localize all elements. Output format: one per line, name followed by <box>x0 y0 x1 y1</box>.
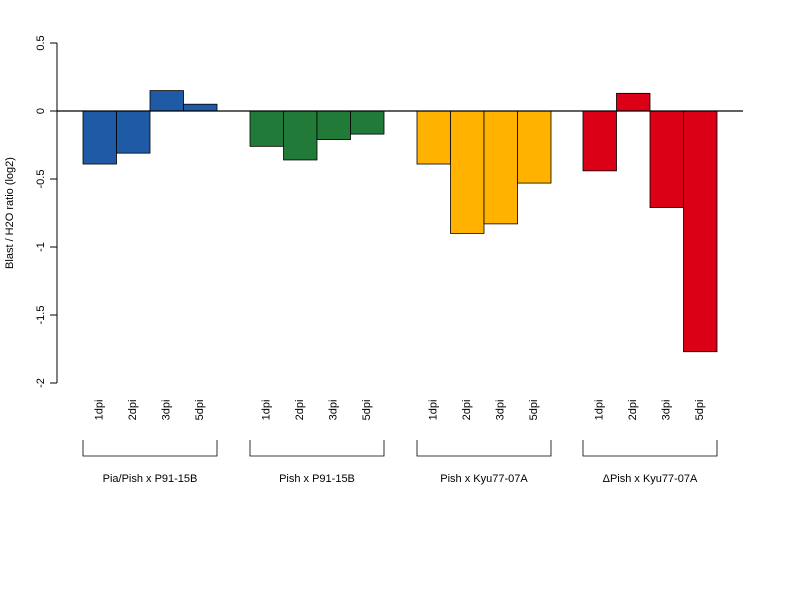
category-label: 2dpi <box>627 400 639 421</box>
category-label: 5dpi <box>361 400 373 421</box>
group-label: ΔPish x Kyu77-07A <box>603 473 698 485</box>
bar <box>116 110 151 154</box>
category-label: 5dpi <box>528 400 540 421</box>
y-axis: 0.5 0 -0.5 -1 -1.5 -2 <box>35 35 58 388</box>
bar <box>517 110 552 184</box>
bar <box>149 90 184 112</box>
y-tick-label: -1.5 <box>35 306 47 325</box>
bar <box>283 110 318 161</box>
bar <box>183 103 218 112</box>
category-label: 2dpi <box>461 400 473 421</box>
category-label: 5dpi <box>694 400 706 421</box>
y-tick-label: 0.5 <box>35 35 47 50</box>
group-bracket <box>249 440 385 457</box>
group-label: Pish x Kyu77-07A <box>440 473 528 485</box>
category-label: 3dpi <box>495 400 507 421</box>
y-axis-title: Blast / H2O ratio (log2) <box>4 157 16 269</box>
bar <box>649 110 684 208</box>
category-labels: 1dpi 2dpi 3dpi 5dpi 1dpi 2dpi 3dpi 5dpi 1dpi 2dpi… <box>94 400 707 421</box>
bar <box>316 110 351 140</box>
category-label: 2dpi <box>294 400 306 421</box>
y-tick-label: -2 <box>35 378 47 388</box>
group-brackets: Pia/Pish x P91-15B Pish x P91-15B Pish x K… <box>82 440 718 485</box>
category-label: 5dpi <box>194 400 206 421</box>
y-tick-label: 0 <box>35 108 47 114</box>
bar <box>483 110 518 225</box>
bar <box>450 110 485 234</box>
group-label: Pia/Pish x P91-15B <box>103 473 198 485</box>
y-tick-label: -1 <box>35 242 47 252</box>
category-label: 1dpi <box>428 400 440 421</box>
y-tick-label: -0.5 <box>35 170 47 189</box>
category-label: 3dpi <box>661 400 673 421</box>
bar <box>249 110 284 147</box>
category-label: 3dpi <box>328 400 340 421</box>
category-label: 3dpi <box>161 400 173 421</box>
bar <box>82 110 117 165</box>
category-label: 1dpi <box>261 400 273 421</box>
bar <box>683 110 718 353</box>
bar <box>616 92 651 112</box>
bars <box>82 90 718 353</box>
category-label: 1dpi <box>94 400 106 421</box>
bar <box>350 110 385 135</box>
bar <box>416 110 451 165</box>
group-bracket <box>582 440 718 457</box>
category-label: 2dpi <box>127 400 139 421</box>
category-label: 1dpi <box>594 400 606 421</box>
group-bracket <box>416 440 552 457</box>
bar <box>582 110 617 172</box>
group-label: Pish x P91-15B <box>279 473 355 485</box>
group-bracket <box>82 440 218 457</box>
